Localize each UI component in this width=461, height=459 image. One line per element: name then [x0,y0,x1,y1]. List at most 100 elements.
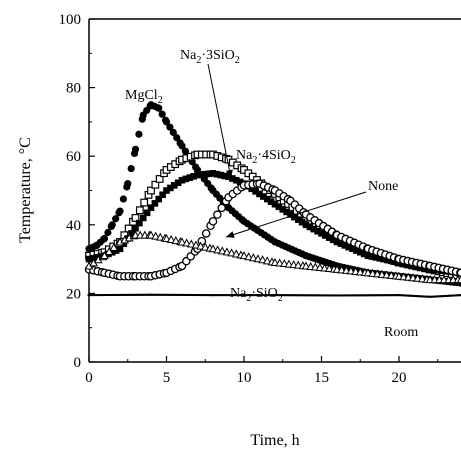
data-point [155,104,163,112]
data-point [277,294,281,297]
data-point [271,200,279,208]
data-point [222,247,232,256]
data-point [220,294,224,297]
data-point [397,294,401,297]
data-point [141,293,145,296]
data-point [236,178,244,186]
data-point [314,227,321,235]
data-point [349,245,356,253]
data-point [151,180,160,189]
data-point [357,294,361,297]
leader-arrowhead [226,231,235,238]
data-point [237,294,241,297]
data-point [113,293,117,296]
leader-arrowhead [225,169,233,178]
data-point [135,206,144,215]
data-point [263,195,271,203]
data-point [267,294,271,297]
data-point [456,294,460,297]
data-point [416,295,420,298]
data-point [190,173,197,180]
data-point [164,293,168,296]
data-point [166,293,170,296]
data-point [143,209,151,217]
data-point [294,216,302,223]
data-point [302,221,310,229]
data-point [217,246,227,255]
annotation-label: Room [384,325,418,340]
data-point [169,128,177,137]
data-point [364,252,372,259]
data-point [229,175,236,182]
data-point [170,182,178,189]
data-point [198,171,205,178]
data-point [310,294,314,297]
data-point [291,213,298,221]
data-point [196,294,199,297]
data-point [299,294,303,297]
data-point [450,294,454,297]
data-point [119,195,128,203]
data-point [248,253,258,262]
data-point [279,206,287,213]
series-4 [84,230,461,284]
data-point [352,294,356,297]
data-point [244,252,253,261]
data-point [217,294,221,297]
data-point [181,293,185,296]
data-point [360,250,368,258]
data-point [305,294,309,297]
data-point [288,294,292,297]
data-point [380,294,384,297]
data-point [355,294,359,297]
data-point [359,294,363,297]
data-point [178,176,186,184]
data-point [382,294,385,297]
data-point [127,164,135,173]
data-point [356,248,364,256]
data-point [292,294,296,297]
data-point [136,219,143,227]
data-point [134,293,137,296]
data-point [197,236,207,246]
data-point [250,294,254,297]
data-point [341,294,345,297]
data-point [445,294,449,297]
data-point [320,294,323,297]
data-point [368,253,376,260]
data-point [151,231,160,240]
data-point [346,294,350,297]
data-point [421,295,425,298]
data-point [155,175,164,183]
data-point [261,294,265,297]
data-point [363,294,367,297]
x-tick-label: 0 [85,370,93,386]
data-point [108,248,116,256]
data-point [162,233,171,243]
data-point [151,200,159,207]
data-point [120,293,124,296]
data-point [437,295,441,298]
data-point [419,295,423,298]
data-point [263,294,267,297]
data-point [248,294,252,297]
y-tick-label: 20 [66,286,81,302]
data-point [85,255,93,263]
data-point [190,293,194,296]
data-point [205,170,213,178]
data-point [410,294,414,297]
data-point [348,294,352,297]
data-point [361,294,365,297]
data-point [109,242,119,251]
data-point [280,294,284,297]
data-point [117,293,121,296]
data-point [156,293,160,296]
data-point [145,293,149,296]
data-point [166,234,176,244]
data-point [155,293,159,296]
data-point [423,295,427,298]
data-point [376,254,383,262]
data-point [454,294,458,297]
data-point [435,295,439,298]
data-point [354,294,358,297]
